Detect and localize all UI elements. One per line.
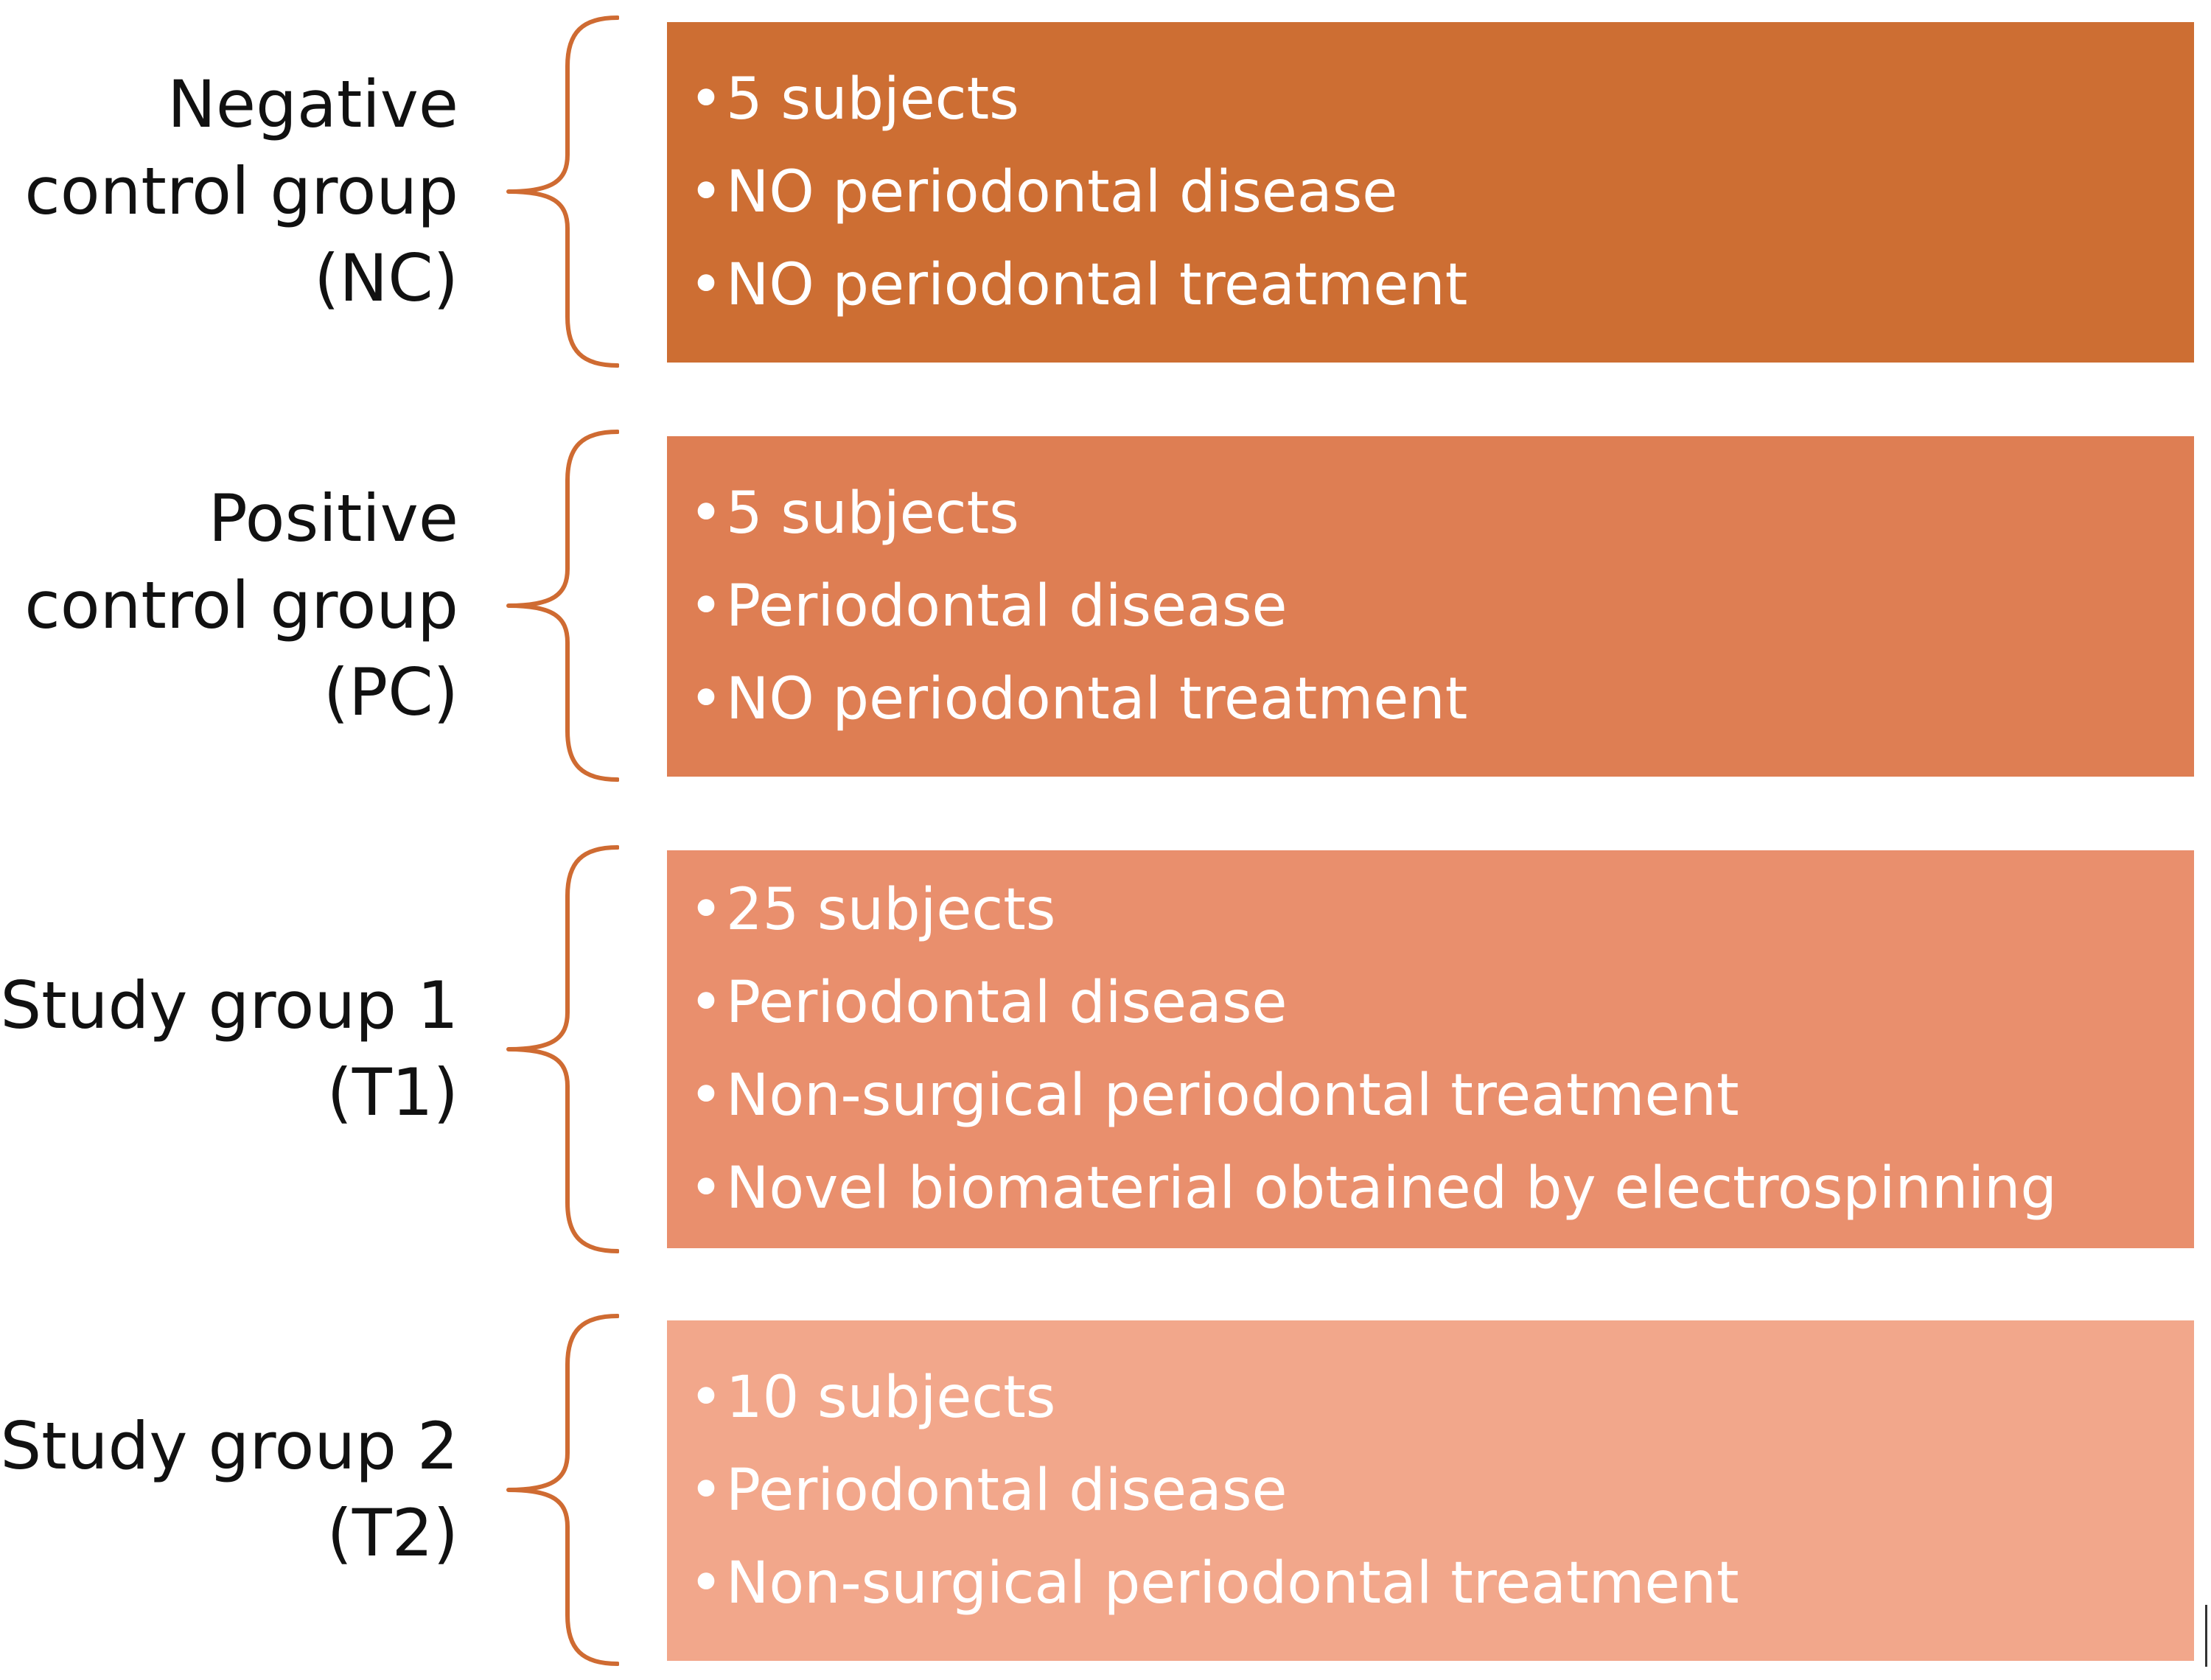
text-cursor-mark [2205,1605,2207,1667]
detail-item: 5 subjects [689,467,2194,560]
detail-item: Periodontal disease [689,1444,2194,1537]
group-details-box: 10 subjects Periodontal disease Non-surg… [667,1320,2194,1661]
detail-item: 5 subjects [689,53,2194,146]
group-label: Study group 1 (T1) [0,844,458,1254]
group-details-list: 10 subjects Periodontal disease Non-surg… [689,1351,2194,1630]
group-label-line: (PC) [323,654,458,730]
group-details-box: 25 subjects Periodontal disease Non-surg… [667,850,2194,1248]
detail-item: Non-surgical periodontal treatment [689,1049,2194,1142]
group-label: Study group 2 (T2) [0,1313,458,1667]
detail-item: 10 subjects [689,1351,2194,1444]
group-details-box: 5 subjects NO periodontal disease NO per… [667,22,2194,363]
group-study-1: Study group 1 (T1) 25 subjects Periodont… [0,844,2211,1254]
group-positive-control: Positive control group (PC) 5 subjects P… [0,429,2211,783]
group-label-line: control group [24,567,458,643]
curly-brace [506,1314,619,1666]
group-label-line: (NC) [314,240,458,316]
detail-item: Novel biomaterial obtained by electrospi… [689,1142,2194,1235]
group-details-list: 25 subjects Periodontal disease Non-surg… [689,864,2194,1235]
group-label-line: control group [24,153,458,229]
group-label-line: (T1) [326,1054,458,1130]
detail-item: Periodontal disease [689,956,2194,1049]
curly-brace [506,15,619,368]
group-label-line: (T2) [326,1495,458,1571]
detail-item: Non-surgical periodontal treatment [689,1537,2194,1630]
detail-item: NO periodontal disease [689,146,2194,239]
group-label: Positive control group (PC) [24,429,458,783]
curly-brace [506,845,619,1253]
detail-item: NO periodontal treatment [689,239,2194,332]
curly-brace [506,430,619,782]
group-details-box: 5 subjects Periodontal disease NO period… [667,436,2194,777]
detail-item: NO periodontal treatment [689,653,2194,746]
group-details-list: 5 subjects Periodontal disease NO period… [689,467,2194,746]
group-label-line: Positive [208,480,458,556]
group-label: Negative control group (NC) [24,15,458,368]
detail-item: Periodontal disease [689,560,2194,653]
group-label-line: Study group 1 [0,967,458,1043]
group-label-line: Study group 2 [0,1408,458,1484]
detail-item: 25 subjects [689,864,2194,956]
group-details-list: 5 subjects NO periodontal disease NO per… [689,53,2194,332]
group-study-2: Study group 2 (T2) 10 subjects Periodont… [0,1313,2211,1667]
group-negative-control: Negative control group (NC) 5 subjects N… [0,15,2211,368]
group-label-line: Negative [167,66,458,142]
